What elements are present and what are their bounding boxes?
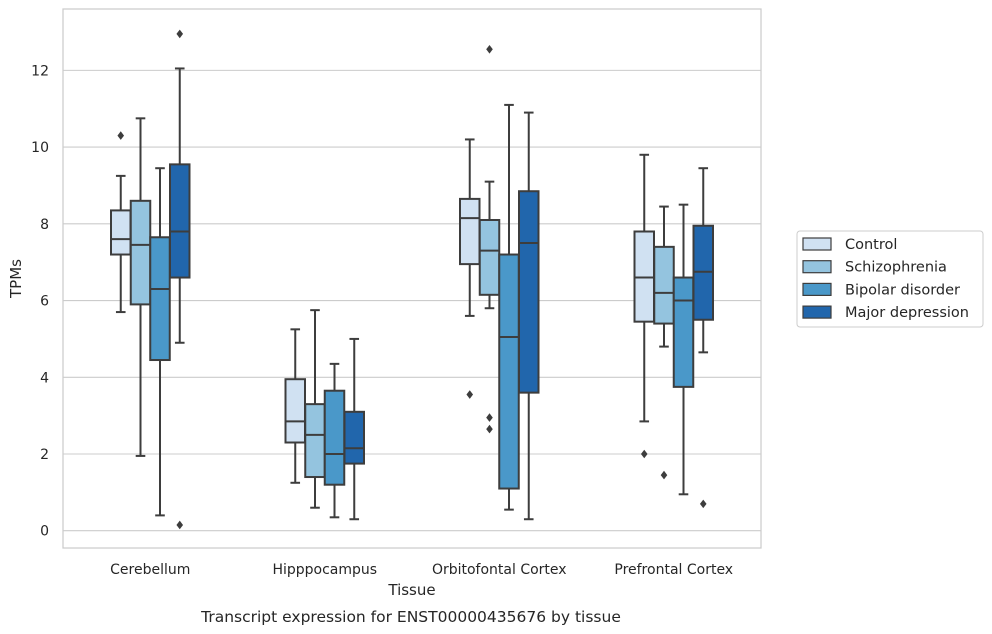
y-tick-label: 12 [31, 63, 49, 79]
legend-label: Major depression [845, 305, 969, 321]
box [518, 190, 540, 394]
legend-item: Control [802, 237, 897, 253]
legend-label: Bipolar disorder [845, 282, 960, 298]
box [129, 199, 152, 306]
outlier-point [117, 131, 125, 140]
legend-item: Schizophrenia [802, 260, 947, 276]
y-tick-label: 10 [31, 140, 49, 156]
outlier-point [176, 29, 184, 39]
y-axis-label: TPMs [7, 259, 25, 299]
y-tick-labels: 0 2 4 6 8 10 12 [31, 63, 49, 539]
legend-item: Bipolar disorder [802, 282, 960, 298]
box [284, 378, 306, 444]
outlier-point [176, 520, 184, 530]
series-group [129, 44, 675, 509]
y-tick-label: 2 [40, 447, 49, 463]
outlier-point [660, 470, 668, 480]
legend-swatch [802, 260, 832, 274]
box [459, 197, 481, 266]
x-tick-label: Hipppocampus [272, 562, 377, 578]
box [149, 236, 171, 362]
y-tick-label: 0 [40, 524, 49, 540]
box [478, 218, 501, 296]
box [110, 209, 132, 256]
box [672, 276, 695, 388]
x-axis-label: Tissue [387, 581, 435, 599]
box [343, 410, 365, 465]
plot-area-frame [62, 8, 762, 549]
series-group [110, 131, 655, 484]
outlier-point [699, 499, 707, 509]
box [304, 403, 326, 479]
box [323, 389, 346, 486]
outlier-point [486, 413, 493, 422]
x-tick-label: Orbitofontal Cortex [432, 562, 567, 578]
legend-label: Control [845, 237, 897, 253]
x-tick-label: Prefrontal Cortex [614, 562, 733, 578]
legend-label: Schizophrenia [845, 260, 947, 276]
y-tick-label: 4 [40, 370, 49, 386]
x-tick-label: Cerebellum [110, 562, 190, 578]
outlier-point [640, 449, 648, 459]
outlier-point [486, 424, 493, 434]
box [653, 245, 675, 325]
legend-item: Major depression [802, 305, 969, 321]
outlier-point [466, 390, 474, 399]
box [498, 253, 520, 490]
y-tick-label: 8 [40, 217, 49, 233]
figure-caption: Transcript expression for ENST0000043567… [200, 608, 621, 626]
legend-frame [796, 230, 984, 328]
series-group [169, 29, 714, 530]
y-tick-label: 6 [40, 294, 49, 310]
legend-swatch [802, 237, 832, 251]
box [169, 163, 191, 279]
legend-swatch [802, 282, 832, 296]
series-group [149, 103, 695, 519]
outlier-point [486, 44, 493, 54]
box-series [110, 29, 714, 530]
x-tick-labels: Cerebellum Hipppocampus Orbitofontal Corte… [110, 562, 733, 578]
legend: Control Schizophrenia Bipolar disorder Majo… [796, 230, 984, 328]
legend-swatch [802, 305, 832, 319]
